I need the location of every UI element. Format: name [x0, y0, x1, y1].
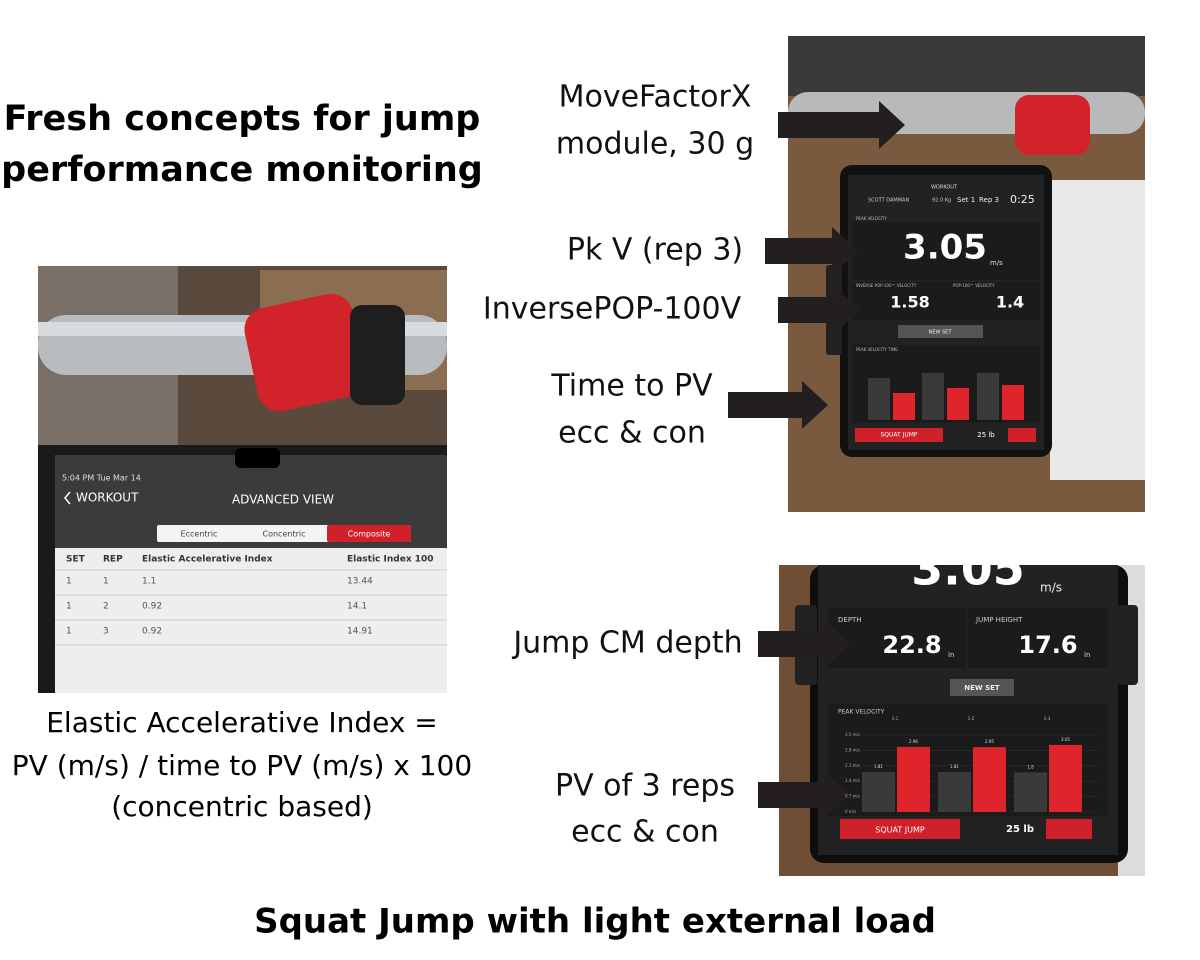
metric-value: 17.6 [1018, 631, 1077, 659]
chart-title: PEAK VELOCITY [838, 709, 885, 716]
metric-label: INVERSE POP-100™ VELOCITY [856, 283, 917, 288]
table-cell: 1 [66, 627, 72, 637]
metric-value: 22.8 [882, 631, 941, 659]
rep: Rep 3 [979, 196, 999, 204]
callout-text: MoveFactorX [559, 80, 752, 115]
footer: Squat Jump with light external load [254, 902, 936, 942]
y-tick-label: 0 m/s [845, 809, 856, 814]
metric-unit: in [948, 651, 954, 659]
arrow [758, 620, 850, 668]
bar [1014, 772, 1047, 812]
new-set-button[interactable]: NEW SET [929, 330, 953, 336]
table-cell: 1 [66, 602, 72, 612]
table-cell: 0.92 [142, 602, 162, 612]
value-label: 3.05 [1061, 737, 1070, 742]
value-label: 1.81 [950, 764, 959, 769]
segment-tab[interactable]: Eccentric [181, 530, 218, 539]
column-header: REP [103, 555, 123, 565]
arrow [758, 771, 850, 819]
weight: 25 lb [977, 431, 995, 439]
back-chevron [64, 491, 71, 505]
metric-label: POP-100™ VELOCITY [953, 283, 995, 288]
title-line: performance monitoring [1, 150, 483, 190]
weight: 25 lb [1006, 824, 1034, 835]
metric-label: PEAK VELOCITY [856, 216, 887, 221]
column-header: Elastic Index 100 [347, 555, 434, 565]
x-tick-label: 1-2 [968, 716, 975, 721]
column-header: SET [66, 555, 86, 565]
callout-text: ecc & con [558, 416, 706, 451]
metric-value: 1.4 [996, 293, 1024, 312]
arrow [778, 286, 860, 334]
table-cell: 1 [66, 577, 72, 587]
callout-text: module, 30 g [556, 127, 754, 162]
value-label: 1.81 [874, 764, 883, 769]
y-tick-label: 2.8 m/s [845, 747, 860, 752]
table-cell: 3 [103, 627, 109, 637]
x-tick-label: 1-1 [892, 716, 899, 721]
metric-value: 3.05 [903, 228, 987, 268]
arrow [778, 101, 905, 149]
value-label: 2.96 [909, 739, 918, 744]
metric-label: DEPTH [838, 616, 862, 624]
table-cell: 14.91 [347, 627, 373, 637]
status-bar: 5:04 PM Tue Mar 14 [62, 474, 141, 483]
formula-line: PV (m/s) / time to PV (m/s) x 100 [12, 749, 472, 782]
metric-value: 1.58 [890, 293, 929, 312]
segment-tab[interactable]: Composite [348, 530, 391, 539]
table-cell: 1 [103, 577, 109, 587]
callout-text: Time to PV [550, 369, 713, 404]
value-label: 1.8 [1027, 764, 1034, 769]
bar [938, 772, 971, 812]
callout-text: InversePOP-100V [483, 292, 742, 327]
metric-label: JUMP HEIGHT [975, 616, 1023, 624]
metric-unit: m/s [990, 259, 1003, 267]
chart-label: PEAK VELOCITY TIME [856, 347, 898, 352]
back-button[interactable]: WORKOUT [76, 491, 139, 505]
table-cell: 1.1 [142, 577, 156, 587]
bar [1049, 744, 1082, 812]
exercise-button[interactable]: SQUAT JUMP [875, 826, 925, 835]
table-cell: 0.92 [142, 627, 162, 637]
column-header: Elastic Accelerative Index [142, 555, 273, 565]
arrow [765, 227, 858, 275]
y-tick-label: 0.7 m/s [845, 794, 860, 799]
callout-text: Pk V (rep 3) [567, 233, 743, 268]
metric-value: 3.05 [911, 542, 1025, 596]
title-line: Fresh concepts for jump [4, 99, 481, 139]
exercise-button[interactable]: SQUAT JUMP [880, 432, 917, 439]
tablet-header: WORKOUT [931, 185, 958, 191]
metric-unit: m/s [1040, 581, 1062, 595]
load: 92.0 Kg [932, 198, 951, 204]
screen-title: ADVANCED VIEW [232, 493, 334, 507]
bar [973, 747, 1006, 812]
clock: 0:25 [1010, 193, 1035, 206]
new-set-button[interactable]: NEW SET [964, 684, 1000, 692]
bar [897, 746, 930, 812]
y-tick-label: 3.5 m/s [845, 732, 860, 737]
table-cell: 2 [103, 602, 109, 612]
y-tick-label: 2.1 m/s [845, 763, 860, 768]
formula-line: (concentric based) [111, 790, 373, 823]
table-cell: 14.1 [347, 602, 367, 612]
segment-tab[interactable]: Concentric [263, 530, 306, 539]
callout-text: Jump CM depth [511, 626, 742, 661]
formula-line: Elastic Accelerative Index = [46, 706, 438, 739]
metric-unit: in [1084, 651, 1090, 659]
set: Set 1 [957, 196, 975, 204]
athlete: SCOTT DAMMAN [868, 198, 909, 204]
photo-top-right [788, 36, 1145, 512]
arrow [728, 381, 828, 429]
photo-bottom-right [779, 565, 1145, 876]
x-tick-label: 1-3 [1044, 716, 1051, 721]
value-label: 2.95 [985, 739, 994, 744]
photo-left [38, 266, 447, 693]
callout-text: ecc & con [571, 815, 719, 850]
callout-text: PV of 3 reps [555, 769, 735, 804]
bar [862, 772, 895, 812]
y-tick-label: 1.4 m/s [845, 778, 860, 783]
table-cell: 13.44 [347, 577, 373, 587]
